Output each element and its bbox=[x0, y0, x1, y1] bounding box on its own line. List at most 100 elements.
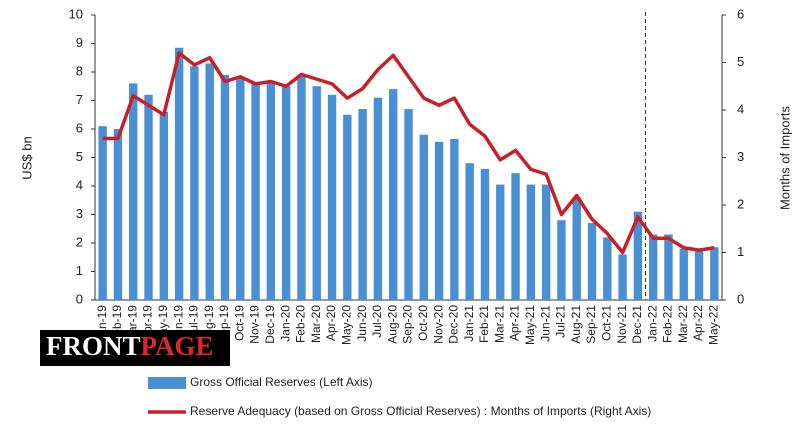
y-tick-label: 9 bbox=[76, 35, 83, 50]
y-tick-label: 1 bbox=[76, 263, 83, 278]
x-tick-label: Mar-22 bbox=[676, 305, 690, 343]
x-tick-label: Aug-21 bbox=[569, 305, 583, 344]
x-tick-label: Dec-20 bbox=[447, 305, 461, 344]
line bbox=[102, 51, 715, 255]
x-tick-label: Jan-21 bbox=[462, 305, 476, 342]
bar bbox=[557, 220, 566, 300]
bar bbox=[190, 66, 199, 300]
bar bbox=[710, 247, 719, 300]
bar bbox=[618, 254, 627, 300]
bar bbox=[281, 86, 291, 300]
x-tick-label: May-21 bbox=[523, 305, 537, 345]
y-tick-label: 2 bbox=[76, 234, 83, 249]
y2-tick-label: 0 bbox=[737, 291, 744, 306]
bar bbox=[297, 74, 306, 300]
x-tick-label: May-20 bbox=[340, 305, 354, 345]
bar bbox=[312, 86, 321, 300]
x-tick-label: Nov-20 bbox=[431, 305, 445, 344]
x-tick-label: Feb-22 bbox=[661, 305, 675, 343]
bar bbox=[664, 234, 673, 300]
logo-part: PAGE bbox=[141, 331, 214, 361]
y2-tick-label: 1 bbox=[737, 244, 744, 259]
x-tick-label: Oct-19 bbox=[232, 305, 246, 341]
bar bbox=[526, 184, 536, 300]
y-tick-label: 10 bbox=[69, 6, 83, 21]
x-tick-label: Nov-19 bbox=[248, 305, 262, 344]
bar bbox=[450, 138, 459, 300]
x-tick-label: Jul-19 bbox=[187, 305, 201, 338]
x-tick-label: Aug-20 bbox=[385, 305, 399, 344]
bar bbox=[419, 134, 428, 300]
bar bbox=[633, 211, 643, 300]
x-tick-label: Jul-21 bbox=[554, 305, 568, 338]
logo-box bbox=[40, 330, 230, 366]
y2-tick-label: 6 bbox=[737, 6, 744, 21]
x-tick-label: Sep-21 bbox=[584, 305, 598, 344]
bar bbox=[174, 47, 184, 301]
x-tick-label: Jul-20 bbox=[370, 305, 384, 338]
x-tick-label: May-22 bbox=[707, 305, 721, 345]
y2-tick-label: 5 bbox=[737, 54, 744, 69]
bar bbox=[373, 97, 383, 301]
bar bbox=[251, 83, 260, 301]
y-tick-label: 6 bbox=[76, 120, 83, 135]
x-tick-label: Dec-21 bbox=[630, 305, 644, 344]
x-tick-label: Apr-21 bbox=[508, 305, 522, 341]
bar bbox=[572, 197, 581, 300]
logo: FRONTPAGE bbox=[46, 331, 214, 361]
y2-tick-label: 3 bbox=[737, 149, 744, 164]
bar bbox=[541, 184, 551, 300]
bar bbox=[327, 94, 337, 300]
x-tick-label: Jan-22 bbox=[645, 305, 659, 342]
bar bbox=[679, 248, 688, 300]
x-tick-label: Feb-21 bbox=[477, 305, 491, 343]
bar bbox=[496, 184, 505, 300]
y-axis-label: US$ bn bbox=[19, 136, 34, 179]
bar bbox=[358, 109, 367, 300]
bar bbox=[404, 109, 413, 300]
logo-part: FRONT bbox=[46, 331, 141, 361]
x-tick-label: Jun-20 bbox=[355, 305, 369, 342]
x-tick-label: Apr-22 bbox=[691, 305, 705, 341]
x-tick-label: Mar-20 bbox=[309, 305, 323, 343]
x-tick-label: Apr-20 bbox=[324, 305, 338, 341]
x-tick-label: Mar-21 bbox=[492, 305, 506, 343]
bar bbox=[694, 251, 704, 300]
y-tick-label: 7 bbox=[76, 92, 83, 107]
bar bbox=[266, 83, 276, 301]
x-tick-label: Jun-21 bbox=[538, 305, 552, 342]
y-tick-label: 8 bbox=[76, 63, 83, 78]
x-tick-label: Nov-21 bbox=[615, 305, 629, 344]
bar bbox=[587, 223, 597, 300]
bar bbox=[220, 74, 230, 300]
bar bbox=[480, 168, 490, 300]
bar bbox=[434, 141, 444, 300]
y2-tick-label: 2 bbox=[737, 196, 744, 211]
legend-label: Reserve Adequacy (based on Gross Officia… bbox=[190, 404, 651, 418]
x-tick-label: Sep-20 bbox=[401, 305, 415, 344]
bar bbox=[205, 63, 214, 301]
bar bbox=[511, 173, 520, 300]
y2-axis-label: Months of Imports bbox=[777, 105, 792, 210]
bar bbox=[98, 126, 107, 301]
y-tick-label: 4 bbox=[76, 177, 83, 192]
bar bbox=[236, 77, 245, 300]
bar bbox=[159, 111, 169, 301]
y2-tick-label: 4 bbox=[737, 101, 744, 116]
x-tick-label: Dec-19 bbox=[263, 305, 277, 344]
legend-label: Gross Official Reserves (Left Axis) bbox=[190, 375, 373, 389]
y-tick-label: 5 bbox=[76, 149, 83, 164]
x-tick-label: Oct-20 bbox=[416, 305, 430, 341]
x-tick-label: Feb-20 bbox=[294, 305, 308, 343]
bar bbox=[389, 89, 398, 300]
bar bbox=[144, 94, 153, 300]
bar bbox=[113, 129, 123, 300]
bar bbox=[465, 163, 474, 300]
bar bbox=[129, 83, 138, 301]
y-tick-label: 0 bbox=[76, 291, 83, 306]
bar bbox=[603, 237, 612, 300]
y-tick-label: 3 bbox=[76, 206, 83, 221]
bar bbox=[343, 114, 352, 300]
legend-swatch bbox=[148, 377, 186, 389]
